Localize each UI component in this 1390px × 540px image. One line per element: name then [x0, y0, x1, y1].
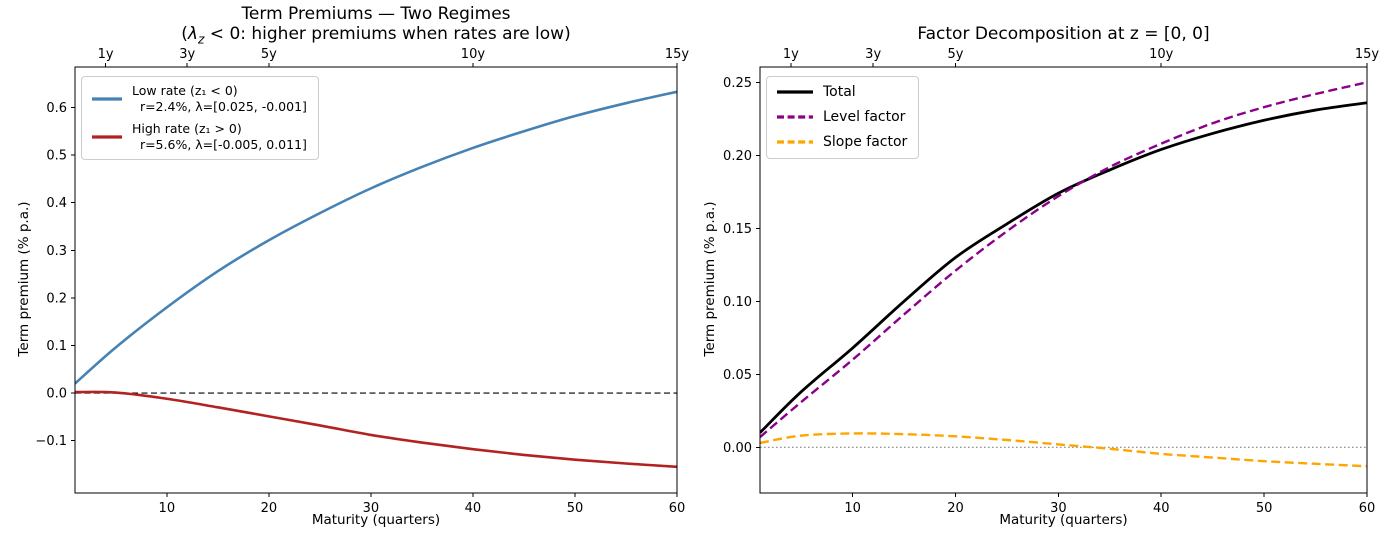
left-chart-title: Term Premiums — Two Regimes — [241, 4, 511, 24]
legend-label: High rate (z₁ > 0) r=5.6%, λ=[-0.005, 0.… — [132, 120, 307, 152]
y-tick-label: 0.15 — [723, 222, 752, 237]
y-tick-label: 0.6 — [46, 101, 67, 116]
left-yaxis-label: Term premium (% p.a.) — [16, 201, 32, 357]
y-tick-label: 0.5 — [46, 149, 67, 164]
y-tick-label: 0.1 — [46, 339, 67, 354]
legend-sublabel: r=5.6%, λ=[-0.005, 0.011] — [132, 136, 307, 152]
x-tick-label: 60 — [669, 501, 686, 516]
x-tick-label: 50 — [567, 501, 584, 516]
legend-label: Total — [823, 84, 856, 100]
x-tick-label: 50 — [1256, 501, 1273, 516]
legend-swatch — [777, 90, 813, 94]
top-tick-label: 3y — [865, 47, 881, 62]
x-tick-label: 40 — [465, 501, 482, 516]
x-tick-label: 30 — [363, 501, 380, 516]
legend-entry-high-rate-z-0-: High rate (z₁ > 0) r=5.6%, λ=[-0.005, 0.… — [91, 121, 307, 154]
left-chart-subtitle: (λz < 0: higher premiums when rates are … — [75, 24, 677, 46]
x-tick-label: 30 — [1050, 501, 1067, 516]
top-tick-label: 3y — [179, 47, 195, 62]
y-tick-label: 0.4 — [46, 196, 67, 211]
lambda-subscript: z — [197, 32, 205, 47]
top-tick-label: 1y — [783, 47, 799, 62]
y-tick-label: 0.20 — [723, 149, 752, 164]
x-tick-label: 60 — [1359, 501, 1376, 516]
top-tick-label: 1y — [98, 47, 114, 62]
legend-label: Low rate (z₁ < 0) r=2.4%, λ=[0.025, -0.0… — [132, 83, 307, 115]
axes-spines — [74, 66, 678, 494]
legend-label: Slope factor — [823, 134, 908, 151]
legend-entry-total: Total — [776, 83, 907, 101]
left-xaxis-label: Maturity (quarters) — [311, 512, 441, 528]
axes-spines — [759, 66, 1368, 494]
right-chart-title: Factor Decomposition at z = [0, 0] — [917, 24, 1210, 44]
subtitle-rest: < 0: higher premiums when rates are low) — [204, 24, 571, 44]
y-tick-label: 0.25 — [723, 76, 752, 91]
legend-swatch — [92, 97, 122, 101]
legend-entry-level-factor: Level factor — [776, 108, 907, 126]
series-line-total — [760, 101, 1367, 434]
y-tick-label: 0.05 — [723, 368, 752, 383]
top-tick-label: 10y — [1149, 47, 1174, 62]
series-line-slope-factor — [760, 432, 1367, 468]
top-tick-label: 5y — [947, 47, 963, 62]
x-tick-label: 20 — [947, 501, 964, 516]
y-tick-label: 0.3 — [46, 244, 67, 259]
y-tick-label: 0.2 — [46, 291, 67, 306]
y-tick-label: 0.0 — [46, 387, 67, 402]
top-tick-label: 5y — [261, 47, 277, 62]
legend-sublabel: r=2.4%, λ=[0.025, -0.001] — [132, 99, 307, 115]
subtitle-open: ( — [181, 24, 188, 44]
left-chart-legend: Low rate (z₁ < 0) r=2.4%, λ=[0.025, -0.0… — [81, 76, 319, 160]
series-line-high-rate-z-0- — [75, 390, 677, 469]
right-yaxis-label: Term premium (% p.a.) — [702, 201, 718, 357]
legend-swatch — [92, 135, 122, 139]
y-tick-label: −0.1 — [35, 434, 67, 449]
x-tick-label: 10 — [844, 501, 861, 516]
right-xaxis-label: Maturity (quarters) — [999, 512, 1128, 528]
legend-label: Level factor — [823, 109, 906, 126]
legend-swatch — [777, 140, 813, 145]
lambda-symbol: λ — [187, 24, 198, 44]
right-chart-legend: Total Level factor Slope factor — [766, 76, 920, 159]
x-tick-label: 20 — [261, 501, 278, 516]
series-line-level-factor — [760, 81, 1367, 438]
legend-entry-low-rate-z-0-: Low rate (z₁ < 0) r=2.4%, λ=[0.025, -0.0… — [91, 83, 307, 116]
top-tick-label: 10y — [461, 47, 486, 62]
series-line-low-rate-z-0- — [75, 90, 677, 385]
y-tick-label: 0.10 — [723, 295, 752, 310]
y-tick-label: 0.00 — [723, 441, 752, 456]
x-tick-label: 10 — [159, 501, 176, 516]
legend-swatch — [777, 115, 813, 119]
x-tick-label: 40 — [1153, 501, 1170, 516]
top-tick-label: 15y — [1355, 47, 1380, 62]
top-tick-label: 15y — [665, 47, 690, 62]
legend-entry-slope-factor: Slope factor — [776, 133, 907, 151]
